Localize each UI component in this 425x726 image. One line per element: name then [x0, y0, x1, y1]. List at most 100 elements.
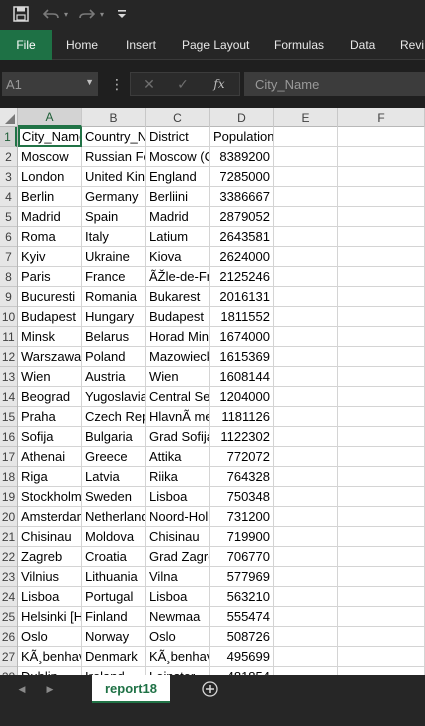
data-cell[interactable]: Yugoslavia	[82, 387, 146, 407]
data-cell[interactable]: England	[146, 167, 210, 187]
data-cell[interactable]: Croatia	[82, 547, 146, 567]
data-cell[interactable]: 577969	[210, 567, 274, 587]
data-cell[interactable]	[338, 307, 425, 327]
data-cell[interactable]: Wien	[18, 367, 82, 387]
select-all-button[interactable]	[0, 108, 18, 127]
row-header[interactable]: 9	[0, 287, 17, 307]
data-cell[interactable]: 1122302	[210, 427, 274, 447]
redo-icon[interactable]	[78, 3, 96, 25]
data-cell[interactable]: Minsk	[18, 327, 82, 347]
row-header[interactable]: 16	[0, 427, 17, 447]
formula-input[interactable]: City_Name	[244, 72, 425, 96]
tab-insert[interactable]: Insert	[126, 38, 157, 52]
data-cell[interactable]: Oslo	[18, 627, 82, 647]
name-box-dropdown-icon[interactable]: ▼	[85, 77, 94, 87]
data-cell[interactable]	[274, 327, 338, 347]
data-cell[interactable]: Bucuresti	[18, 287, 82, 307]
data-cell[interactable]: ÃŽle-de-France	[146, 267, 210, 287]
data-cell[interactable]	[338, 367, 425, 387]
tab-formulas[interactable]: Formulas	[274, 38, 325, 52]
scroll-tabs-left-icon[interactable]: ◀	[18, 683, 26, 694]
data-cell[interactable]: KÃ¸benhavn	[18, 647, 82, 667]
name-box[interactable]: A1 ▼	[2, 72, 98, 96]
data-cell[interactable]: 1615369	[210, 347, 274, 367]
data-cell[interactable]	[338, 487, 425, 507]
data-cell[interactable]: United Kingdom	[82, 167, 146, 187]
data-cell[interactable]: Newmaa	[146, 607, 210, 627]
data-cell[interactable]: Vilna	[146, 567, 210, 587]
data-cell[interactable]	[274, 267, 338, 287]
data-cell[interactable]: Wien	[146, 367, 210, 387]
data-cell[interactable]	[274, 347, 338, 367]
header-cell[interactable]: Population	[210, 127, 274, 147]
row-header[interactable]: 27	[0, 647, 17, 667]
tab-data[interactable]: Data	[350, 38, 376, 52]
data-cell[interactable]: 719900	[210, 527, 274, 547]
data-cell[interactable]: Praha	[18, 407, 82, 427]
formula-bar-grip-icon[interactable]: ⋮	[110, 75, 124, 92]
data-cell[interactable]: Lisboa	[146, 487, 210, 507]
data-cell[interactable]	[338, 507, 425, 527]
tab-file[interactable]: File	[0, 30, 52, 60]
row-header[interactable]: 20	[0, 507, 17, 527]
customize-toolbar-icon[interactable]	[114, 3, 130, 25]
data-cell[interactable]: 772072	[210, 447, 274, 467]
data-cell[interactable]: Ireland	[82, 667, 146, 675]
row-header[interactable]: 1	[0, 127, 17, 147]
data-cell[interactable]	[338, 207, 425, 227]
row-header[interactable]: 25	[0, 607, 17, 627]
row-header[interactable]: 6	[0, 227, 17, 247]
data-cell[interactable]	[338, 627, 425, 647]
header-cell[interactable]: Country_Name	[82, 127, 146, 147]
data-cell[interactable]: 2879052	[210, 207, 274, 227]
data-cell[interactable]: Finland	[82, 607, 146, 627]
data-cell[interactable]: 495699	[210, 647, 274, 667]
data-cell[interactable]: Grad Zagreb	[146, 547, 210, 567]
row-header[interactable]: 24	[0, 587, 17, 607]
data-cell[interactable]	[338, 247, 425, 267]
data-cell[interactable]: Berlin	[18, 187, 82, 207]
data-cell[interactable]	[274, 447, 338, 467]
data-cell[interactable]	[274, 387, 338, 407]
data-cell[interactable]	[274, 667, 338, 675]
data-cell[interactable]: Lithuania	[82, 567, 146, 587]
data-cell[interactable]: Leinster	[146, 667, 210, 675]
data-cell[interactable]: Denmark	[82, 647, 146, 667]
data-cell[interactable]: Portugal	[82, 587, 146, 607]
data-cell[interactable]: Dublin	[18, 667, 82, 675]
data-cell[interactable]: 3386667	[210, 187, 274, 207]
data-cell[interactable]: France	[82, 267, 146, 287]
data-cell[interactable]	[274, 307, 338, 327]
undo-icon[interactable]	[42, 3, 60, 25]
data-cell[interactable]: 7285000	[210, 167, 274, 187]
data-cell[interactable]	[274, 547, 338, 567]
data-cell[interactable]: Czech Republic	[82, 407, 146, 427]
data-cell[interactable]	[274, 487, 338, 507]
data-cell[interactable]: 508726	[210, 627, 274, 647]
data-cell[interactable]: Chisinau	[18, 527, 82, 547]
data-cell[interactable]: London	[18, 167, 82, 187]
data-cell[interactable]: 8389200	[210, 147, 274, 167]
sheet-tab-active[interactable]: report18	[92, 675, 170, 703]
data-cell[interactable]	[338, 467, 425, 487]
data-cell[interactable]: Vilnius	[18, 567, 82, 587]
data-cell[interactable]: Moscow (City)	[146, 147, 210, 167]
data-cell[interactable]: Berliini	[146, 187, 210, 207]
row-header[interactable]: 8	[0, 267, 17, 287]
row-header[interactable]: 10	[0, 307, 17, 327]
data-cell[interactable]	[274, 587, 338, 607]
data-cell[interactable]	[274, 407, 338, 427]
redo-dropdown-icon[interactable]: ▾	[99, 9, 104, 19]
data-cell[interactable]: Madrid	[18, 207, 82, 227]
data-cell[interactable]: Attika	[146, 447, 210, 467]
data-cell[interactable]: Chisinau	[146, 527, 210, 547]
data-cell[interactable]: 731200	[210, 507, 274, 527]
row-header[interactable]: 26	[0, 627, 17, 647]
data-cell[interactable]	[274, 627, 338, 647]
undo-dropdown-icon[interactable]: ▾	[63, 9, 68, 19]
row-header[interactable]: 12	[0, 347, 17, 367]
data-cell[interactable]	[274, 427, 338, 447]
data-cell[interactable]	[338, 187, 425, 207]
data-cell[interactable]: 1811552	[210, 307, 274, 327]
data-cell[interactable]: Amsterdam	[18, 507, 82, 527]
